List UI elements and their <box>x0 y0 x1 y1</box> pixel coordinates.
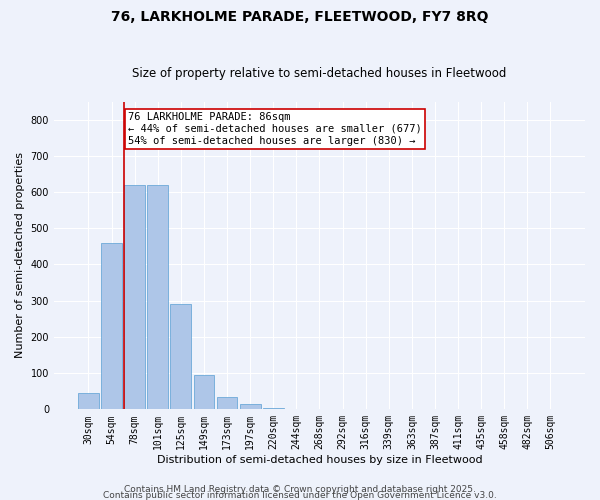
Bar <box>101 242 122 410</box>
Bar <box>217 396 238 409</box>
Bar <box>240 404 260 409</box>
Bar <box>263 408 284 410</box>
Bar <box>78 393 99 409</box>
Bar <box>170 304 191 410</box>
Text: Contains public sector information licensed under the Open Government Licence v3: Contains public sector information licen… <box>103 490 497 500</box>
Bar <box>124 185 145 410</box>
X-axis label: Distribution of semi-detached houses by size in Fleetwood: Distribution of semi-detached houses by … <box>157 455 482 465</box>
Title: Size of property relative to semi-detached houses in Fleetwood: Size of property relative to semi-detach… <box>132 66 506 80</box>
Text: 76, LARKHOLME PARADE, FLEETWOOD, FY7 8RQ: 76, LARKHOLME PARADE, FLEETWOOD, FY7 8RQ <box>111 10 489 24</box>
Text: 76 LARKHOLME PARADE: 86sqm
← 44% of semi-detached houses are smaller (677)
54% o: 76 LARKHOLME PARADE: 86sqm ← 44% of semi… <box>128 112 421 146</box>
Bar <box>286 408 307 410</box>
Bar <box>194 375 214 410</box>
Text: Contains HM Land Registry data © Crown copyright and database right 2025.: Contains HM Land Registry data © Crown c… <box>124 484 476 494</box>
Y-axis label: Number of semi-detached properties: Number of semi-detached properties <box>15 152 25 358</box>
Bar <box>148 185 168 410</box>
